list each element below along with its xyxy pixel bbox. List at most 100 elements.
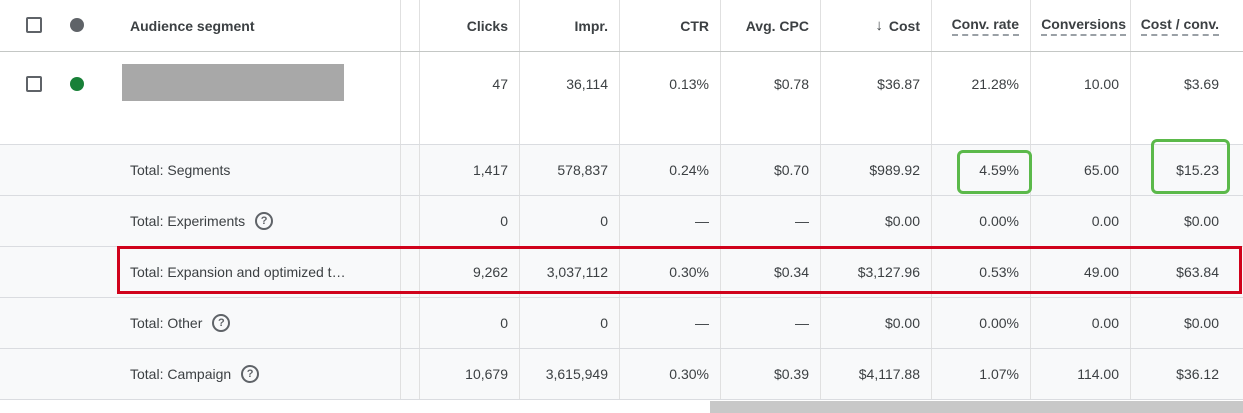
cell-clicks: 0: [419, 196, 519, 246]
total-row-other: Total: Other? 0 0 — — $0.00 0.00% 0.00 $…: [0, 298, 1243, 349]
help-icon[interactable]: ?: [241, 365, 260, 383]
cell-conversions: 49.00: [1030, 247, 1130, 297]
cell-avg-cpc: $0.78: [720, 52, 820, 144]
avg-cpc-header-label: Avg. CPC: [745, 17, 809, 34]
total-label-text: Total: Expansion and optimized t…: [130, 264, 346, 280]
help-icon[interactable]: ?: [255, 212, 274, 230]
column-divider: [400, 196, 401, 246]
total-row-campaign: Total: Campaign? 10,679 3,615,949 0.30% …: [0, 349, 1243, 400]
cell-conversions: 10.00: [1030, 52, 1130, 144]
cell-conversions: 0.00: [1030, 196, 1130, 246]
cell-conv-rate: 21.28%: [931, 52, 1030, 144]
impr-header-label: Impr.: [574, 17, 608, 34]
cell-cost: $36.87: [820, 52, 931, 144]
green-highlight-cost-per-conv: [1151, 139, 1230, 194]
column-divider: [400, 349, 401, 399]
clicks-header-label: Clicks: [466, 17, 508, 34]
row-checkbox[interactable]: [26, 76, 42, 92]
cell-cost-per-conv: $15.23: [1130, 145, 1230, 195]
red-highlight-box: [117, 246, 1242, 294]
help-icon[interactable]: ?: [212, 314, 231, 332]
total-row-experiments: Total: Experiments? 0 0 — — $0.00 0.00% …: [0, 196, 1243, 247]
cell-cost: $3,127.96: [820, 247, 931, 297]
cell-cost-per-conv: $3.69: [1130, 52, 1230, 144]
column-header-impr[interactable]: Impr.: [519, 0, 619, 51]
sort-descending-icon: ↓: [875, 17, 883, 34]
cell-cost: $4,117.88: [820, 349, 931, 399]
cell-ctr: 0.24%: [619, 145, 720, 195]
total-label: Total: Expansion and optimized t…: [120, 247, 400, 297]
cell-cost: $0.00: [820, 196, 931, 246]
cell-cost-per-conv: $0.00: [1130, 298, 1230, 348]
cell-clicks: 9,262: [419, 247, 519, 297]
cell-cost-per-conv: $63.84: [1130, 247, 1230, 297]
column-header-segment[interactable]: Audience segment: [120, 0, 400, 51]
cell-clicks: 1,417: [419, 145, 519, 195]
column-divider: [400, 52, 401, 144]
column-header-cost-per-conv[interactable]: Cost / conv.: [1130, 0, 1230, 51]
total-label-text: Total: Experiments: [130, 213, 246, 229]
cell-impr: 3,037,112: [519, 247, 619, 297]
cell-conv-rate: 0.00%: [931, 298, 1030, 348]
total-label: Total: Campaign?: [120, 349, 400, 399]
select-all-checkbox[interactable]: [26, 17, 42, 33]
total-label-text: Total: Other: [130, 315, 203, 331]
cell-avg-cpc: $0.34: [720, 247, 820, 297]
total-label: Total: Other?: [120, 298, 400, 348]
cell-conv-rate: 0.53%: [931, 247, 1030, 297]
total-row-segments: Total: Segments 1,417 578,837 0.24% $0.7…: [0, 145, 1243, 196]
conv-rate-header-label: Conv. rate: [951, 16, 1019, 36]
column-header-ctr[interactable]: CTR: [619, 0, 720, 51]
cell-cost: $989.92: [820, 145, 931, 195]
cell-impr: 0: [519, 196, 619, 246]
column-header-avg-cpc[interactable]: Avg. CPC: [720, 0, 820, 51]
total-label: Total: Segments: [120, 145, 400, 195]
column-header-conversions[interactable]: Conversions: [1030, 0, 1130, 51]
column-divider: [400, 298, 401, 348]
redacted-segment-name: [122, 64, 344, 101]
conversions-header-label: Conversions: [1041, 16, 1126, 36]
segment-header-label: Audience segment: [130, 17, 255, 34]
cell-cost-per-conv: $0.00: [1130, 196, 1230, 246]
cell-ctr: —: [619, 298, 720, 348]
cell-conversions: 114.00: [1030, 349, 1130, 399]
total-label: Total: Experiments?: [120, 196, 400, 246]
cost-header-label: Cost: [888, 17, 920, 34]
cell-avg-cpc: $0.39: [720, 349, 820, 399]
column-header-cost[interactable]: ↓ Cost: [820, 0, 931, 51]
table-header: Audience segment Clicks Impr. CTR Avg. C…: [0, 0, 1243, 52]
cell-cost-per-conv: $36.12: [1130, 349, 1230, 399]
cell-conv-rate: 4.59%: [931, 145, 1030, 195]
cell-avg-cpc: $0.70: [720, 145, 820, 195]
column-divider: [400, 247, 401, 297]
horizontal-scrollbar[interactable]: [710, 401, 1243, 413]
cell-ctr: —: [619, 196, 720, 246]
total-label-text: Total: Segments: [130, 162, 231, 178]
cell-impr: 36,114: [519, 52, 619, 144]
green-highlight-conv-rate: [957, 150, 1032, 194]
cell-clicks: 47: [419, 52, 519, 144]
cell-conversions: 0.00: [1030, 298, 1130, 348]
cell-cost: $0.00: [820, 298, 931, 348]
cell-avg-cpc: —: [720, 196, 820, 246]
total-label-text: Total: Campaign: [130, 366, 232, 382]
cell-ctr: 0.13%: [619, 52, 720, 144]
cell-conv-rate: 1.07%: [931, 349, 1030, 399]
ctr-header-label: CTR: [680, 17, 709, 34]
cell-conversions: 65.00: [1030, 145, 1130, 195]
cell-impr: 0: [519, 298, 619, 348]
column-divider: [400, 0, 401, 51]
status-header-icon[interactable]: [70, 18, 84, 32]
table-row: 47 36,114 0.13% $0.78 $36.87 21.28% 10.0…: [0, 52, 1243, 145]
cell-impr: 578,837: [519, 145, 619, 195]
cell-impr: 3,615,949: [519, 349, 619, 399]
cell-conv-rate: 0.00%: [931, 196, 1030, 246]
column-header-clicks[interactable]: Clicks: [419, 0, 519, 51]
cell-ctr: 0.30%: [619, 349, 720, 399]
cost-per-conv-header-label: Cost / conv.: [1140, 16, 1219, 36]
cell-ctr: 0.30%: [619, 247, 720, 297]
cell-clicks: 10,679: [419, 349, 519, 399]
total-row-expansion: Total: Expansion and optimized t… 9,262 …: [0, 247, 1243, 298]
column-divider: [400, 145, 401, 195]
column-header-conv-rate[interactable]: Conv. rate: [931, 0, 1030, 51]
